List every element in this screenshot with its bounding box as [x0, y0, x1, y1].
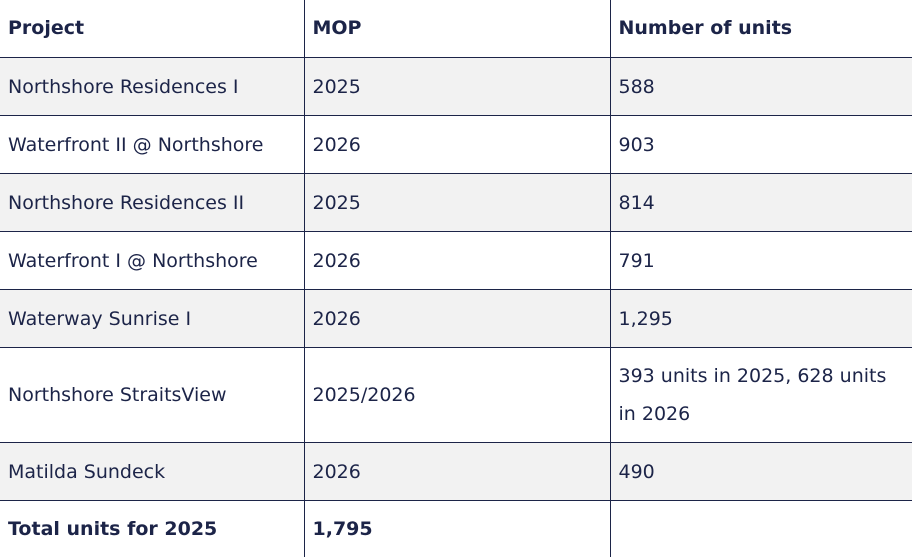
cell-units: 1,295: [610, 290, 912, 348]
header-project: Project: [0, 0, 304, 58]
table-row: Northshore Residences II 2025 814: [0, 174, 912, 232]
table-row: Waterfront I @ Northshore 2026 791: [0, 232, 912, 290]
cell-units: 814: [610, 174, 912, 232]
table-row: Northshore StraitsView 2025/2026 393 uni…: [0, 348, 912, 443]
table-row: Matilda Sundeck 2026 490: [0, 443, 912, 501]
cell-project: Northshore Residences I: [0, 58, 304, 116]
cell-units: 588: [610, 58, 912, 116]
cell-units: 393 units in 2025, 628 units in 2026: [610, 348, 912, 443]
table-row: Waterfront II @ Northshore 2026 903: [0, 116, 912, 174]
total-value: 1,795: [304, 501, 610, 557]
header-mop: MOP: [304, 0, 610, 58]
total-row: Total units for 2025 1,795: [0, 501, 912, 557]
cell-project: Waterfront I @ Northshore: [0, 232, 304, 290]
cell-mop: 2026: [304, 116, 610, 174]
cell-project: Northshore Residences II: [0, 174, 304, 232]
total-empty-cell: [610, 501, 912, 557]
cell-mop: 2025: [304, 58, 610, 116]
cell-units: 490: [610, 443, 912, 501]
cell-mop: 2025/2026: [304, 348, 610, 443]
total-label: Total units for 2025: [0, 501, 304, 557]
cell-project: Waterway Sunrise I: [0, 290, 304, 348]
header-row: Project MOP Number of units: [0, 0, 912, 58]
table-row: Waterway Sunrise I 2026 1,295: [0, 290, 912, 348]
cell-project: Waterfront II @ Northshore: [0, 116, 304, 174]
cell-mop: 2026: [304, 443, 610, 501]
cell-project: Matilda Sundeck: [0, 443, 304, 501]
header-units: Number of units: [610, 0, 912, 58]
table-row: Northshore Residences I 2025 588: [0, 58, 912, 116]
cell-units: 903: [610, 116, 912, 174]
cell-mop: 2025: [304, 174, 610, 232]
cell-units: 791: [610, 232, 912, 290]
cell-project: Northshore StraitsView: [0, 348, 304, 443]
cell-mop: 2026: [304, 232, 610, 290]
cell-mop: 2026: [304, 290, 610, 348]
